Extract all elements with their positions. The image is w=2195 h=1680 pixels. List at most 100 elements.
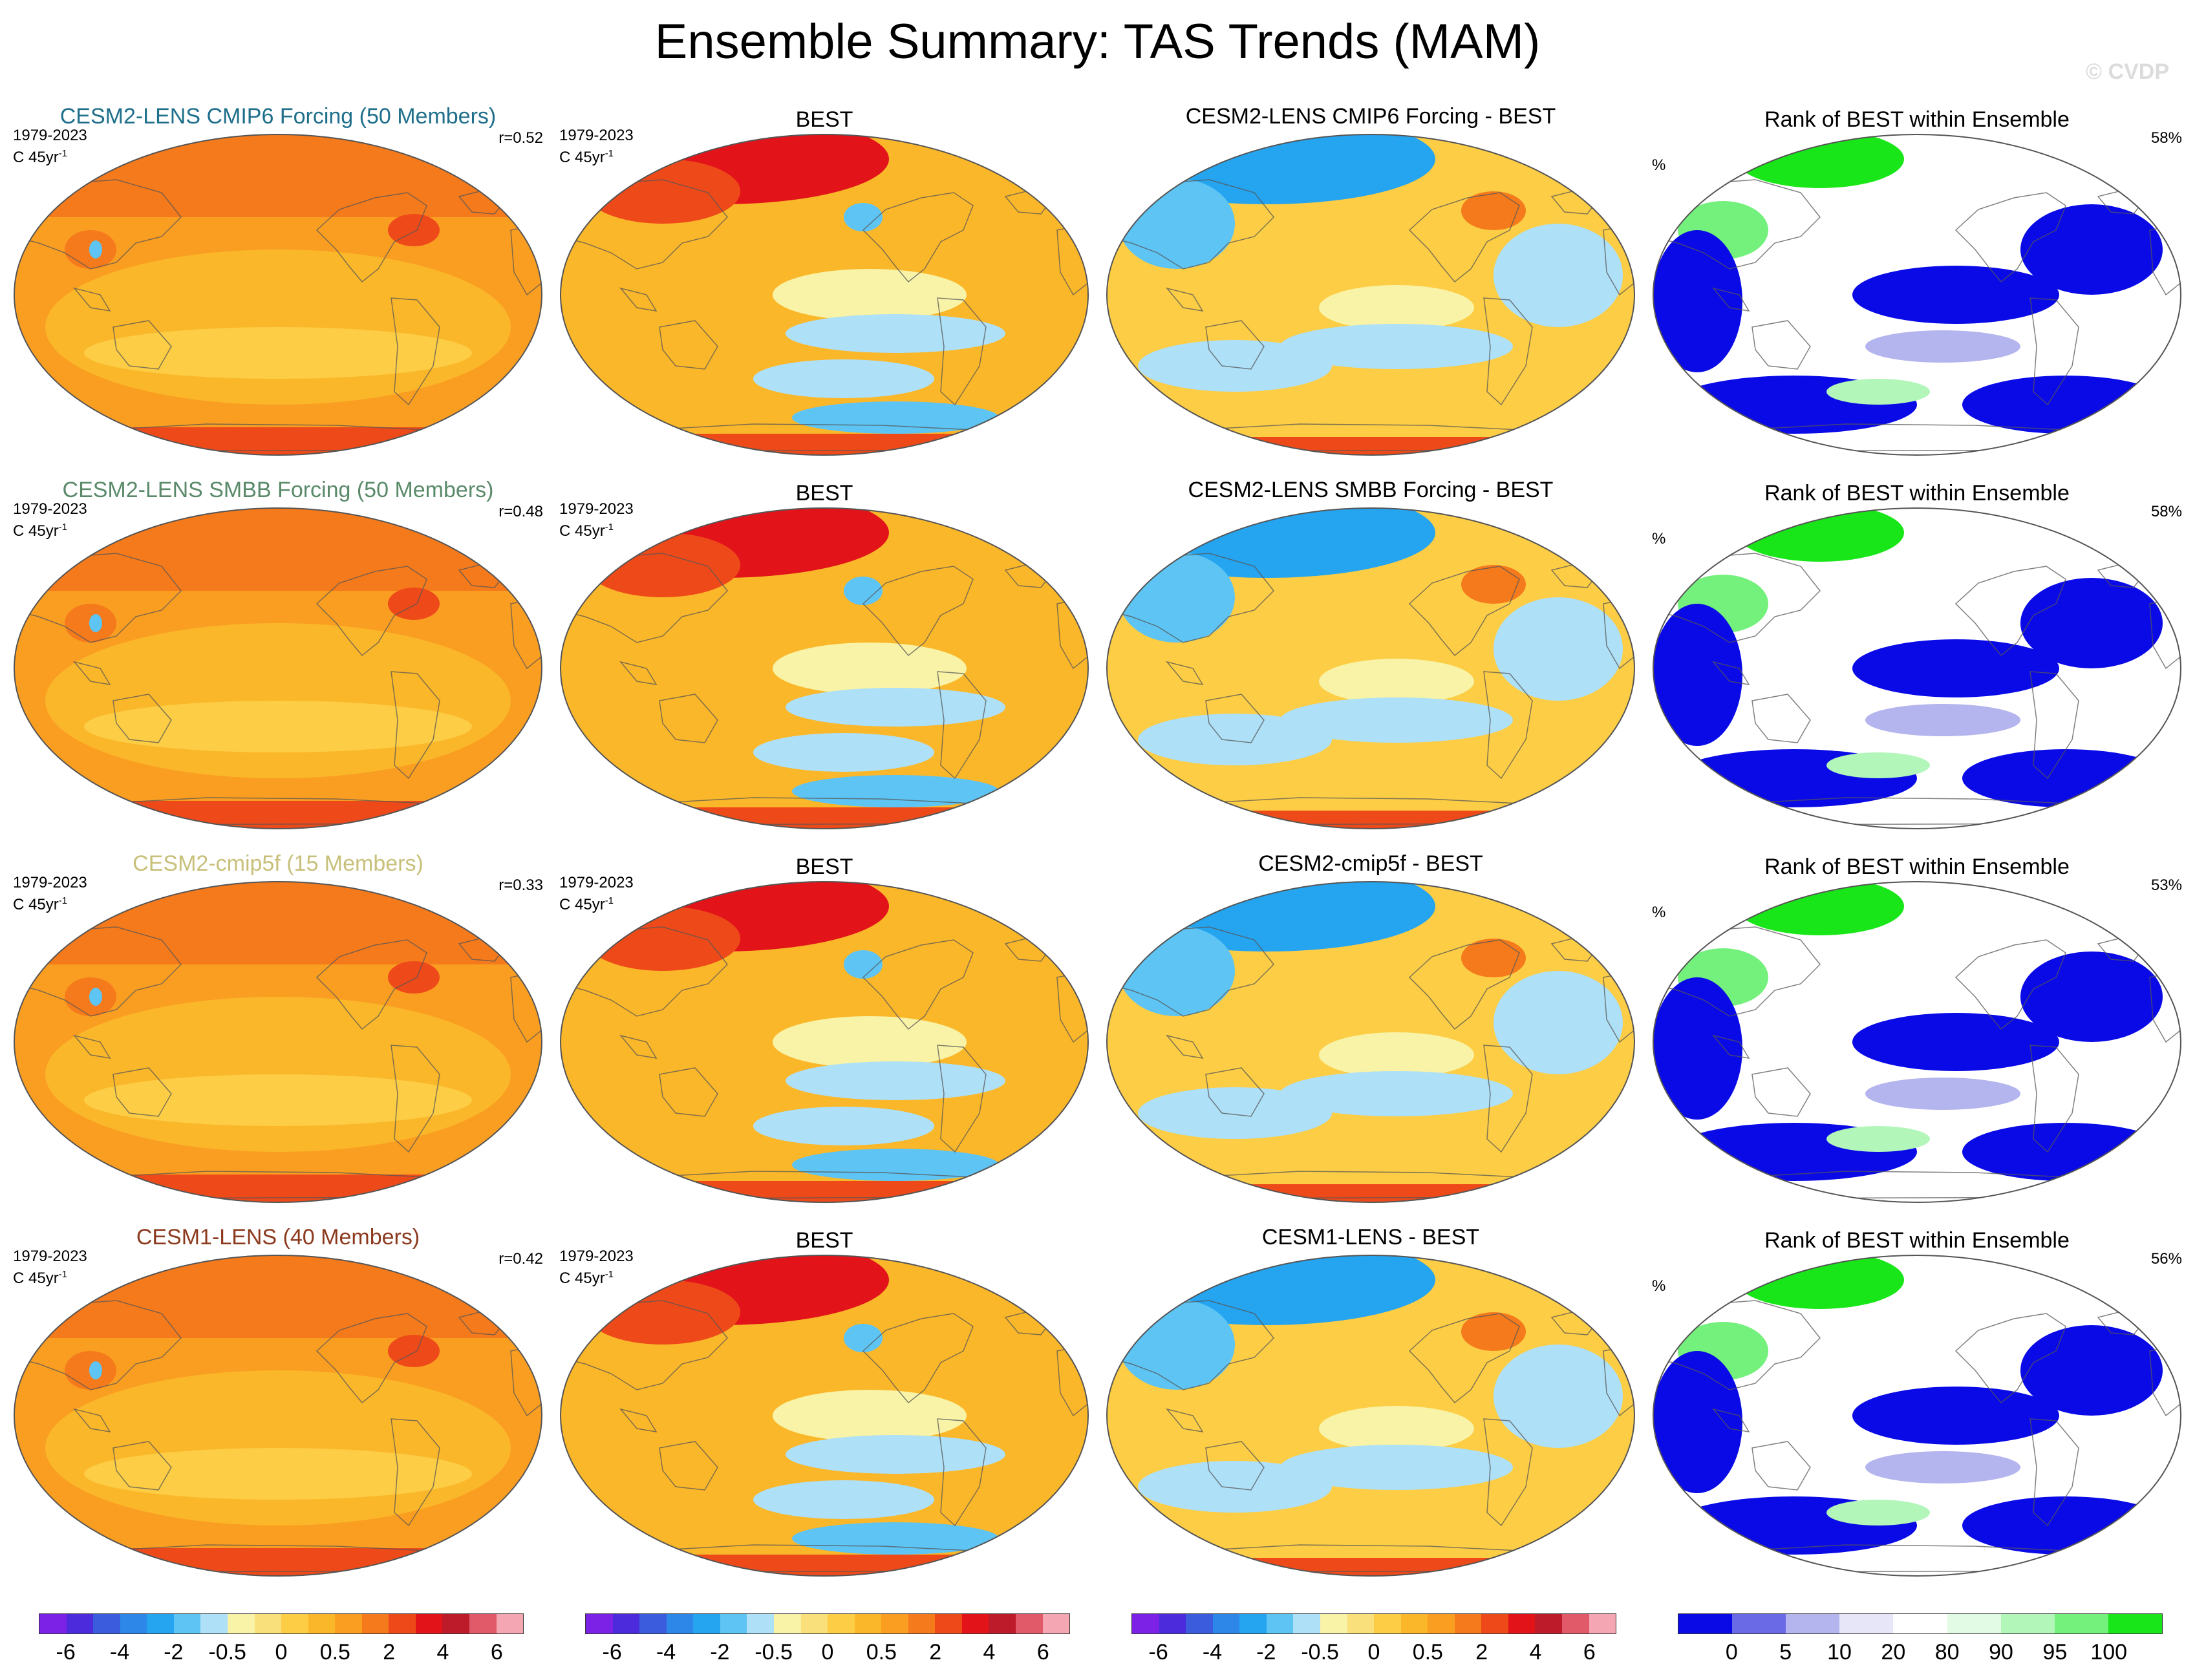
continent-outline	[1107, 926, 1275, 1017]
colorbar-swatch	[693, 1614, 720, 1633]
continent-outline	[1408, 192, 1520, 283]
colorbar-tick-label: -6	[56, 1640, 76, 1664]
colorbar-tick-label: -0.5	[755, 1640, 793, 1664]
continent-outline	[862, 939, 974, 1030]
map-boundary	[14, 134, 542, 456]
continent-outline	[316, 566, 427, 657]
continent-outline	[72, 661, 111, 686]
map-field-group	[1653, 508, 2181, 829]
rank-map	[1653, 881, 2181, 1203]
colorbar-swatch	[1293, 1614, 1320, 1633]
rank-units-label: %	[1652, 530, 1666, 548]
colorbar-swatch	[308, 1614, 336, 1633]
rank-percent: 58%	[2150, 129, 2182, 147]
antarctic-band	[561, 1181, 1088, 1202]
continent-outline	[1408, 939, 1520, 1030]
colorbar-swatch	[989, 1614, 1016, 1633]
map-field-group	[1653, 882, 2181, 1202]
continent-outline	[1711, 287, 1750, 312]
difference-title: CESM1-LENS - BEST	[1261, 1225, 1480, 1249]
period-label: 1979-2023	[559, 874, 634, 891]
continent-outline	[1107, 1300, 1275, 1390]
colorbar-swatch	[120, 1614, 147, 1633]
units-label: C 45yr-1	[559, 892, 634, 914]
rank-title: Rank of BEST within Ensemble	[1764, 855, 2070, 879]
indian-ocean-low-rank	[1653, 1351, 1742, 1493]
continent-outline	[112, 694, 172, 743]
colorbar-tick-label: -4	[1202, 1640, 1223, 1664]
cold-spot	[89, 240, 102, 259]
colorbar-swatch	[1428, 1614, 1455, 1633]
south-pacific-negative	[1280, 1445, 1513, 1490]
continent-outline	[316, 192, 427, 283]
antarctic-band	[14, 1548, 542, 1576]
southern-ocean-field	[84, 327, 472, 379]
map-boundary	[14, 881, 542, 1203]
alaska-cooling	[844, 950, 883, 979]
period-units-label: 1979-2023 C 45yr-1	[559, 500, 634, 540]
antarctic-band	[561, 1555, 1088, 1576]
continent-outline	[1751, 1441, 1811, 1491]
colorbar-swatch	[1732, 1614, 1786, 1633]
colorbar-swatch	[1786, 1614, 1840, 1633]
atlantic-low-rank	[2020, 952, 2163, 1042]
antarctic-band	[1107, 437, 1634, 455]
colorbar-tick-label: 0	[821, 1640, 834, 1664]
units-label: C 45yr-1	[559, 1266, 634, 1288]
units-text: C 45yr	[13, 149, 59, 166]
difference-title: CESM2-cmip5f - BEST	[1258, 851, 1483, 876]
continent-outline	[2029, 1045, 2079, 1153]
map-boundary	[560, 507, 1089, 829]
units-label: C 45yr-1	[13, 518, 87, 540]
continent-outline	[1711, 661, 1750, 686]
colorbar-swatch	[1535, 1614, 1562, 1633]
period-label: 1979-2023	[13, 1248, 87, 1265]
southern-ocean-cooling	[792, 1149, 999, 1181]
colorbar-swatch	[586, 1614, 613, 1633]
southern-pacific-cooling	[753, 733, 934, 772]
continent-outline	[14, 179, 182, 270]
units-text: C 45yr	[559, 896, 605, 913]
colorbar-swatch	[881, 1614, 908, 1633]
continent-outline	[1408, 566, 1520, 657]
period-label: 1979-2023	[13, 500, 87, 518]
continent-outline	[937, 1045, 987, 1153]
continent-outline	[2029, 1418, 2079, 1527]
colorbar-swatch	[747, 1614, 774, 1633]
antarctic-band	[14, 801, 542, 829]
continent-outline	[937, 671, 987, 780]
colorbar-tick-label: 6	[1583, 1640, 1596, 1664]
continent-outline	[862, 192, 974, 283]
indian-ocean-negative	[1138, 714, 1332, 765]
period-label: 1979-2023	[559, 500, 634, 518]
colorbar-swatch	[1132, 1614, 1159, 1633]
pattern-correlation: r=0.42	[498, 1250, 543, 1268]
difference-map	[1106, 1255, 1635, 1577]
continent-outline	[937, 297, 987, 406]
map-field-group	[1107, 508, 1634, 829]
map-field-group	[1107, 882, 1634, 1202]
continent-outline	[1653, 1300, 1821, 1390]
colorbar-tick-label: 5	[1779, 1640, 1792, 1664]
units-text: C 45yr	[559, 522, 605, 540]
colorbar-swatch	[666, 1614, 694, 1633]
southern-high-rank	[1826, 752, 1930, 778]
ensemble-title: CESM2-cmip5f (15 Members)	[133, 851, 423, 876]
continent-outline	[1751, 320, 1811, 370]
continent-outline	[619, 1408, 658, 1433]
colorbar-swatch	[935, 1614, 962, 1633]
southern-pacific-cooling	[753, 1107, 934, 1145]
cold-spot	[89, 988, 102, 1006]
colorbar-swatch	[1589, 1614, 1616, 1633]
pacific-neutral-band	[1319, 1032, 1474, 1078]
north-america-positive	[1461, 939, 1526, 977]
continent-outline	[1954, 566, 2066, 657]
north-america-positive	[1461, 1312, 1526, 1351]
units-exponent: -1	[58, 148, 68, 159]
continent-outline	[1165, 1034, 1204, 1059]
colorbar-swatch	[361, 1614, 389, 1633]
pacific-low-rank	[1852, 639, 2059, 697]
continent-outline	[1751, 1067, 1811, 1117]
east-pacific-cooling	[786, 314, 1005, 353]
continent-outline	[1653, 926, 1821, 1017]
